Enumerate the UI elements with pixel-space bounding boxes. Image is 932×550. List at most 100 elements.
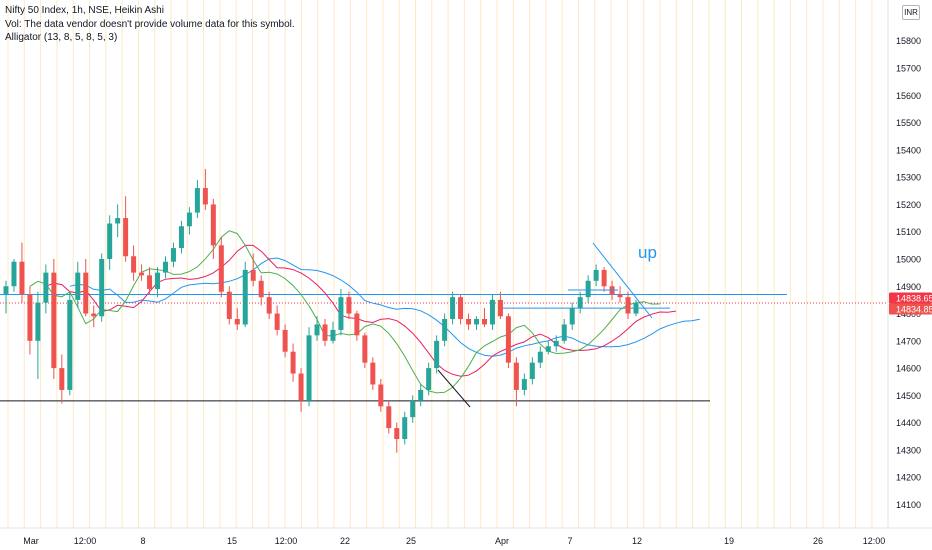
- candle[interactable]: [577, 291, 583, 314]
- candle[interactable]: [43, 264, 49, 314]
- candle[interactable]: [27, 286, 33, 355]
- candle[interactable]: [83, 258, 89, 317]
- candle[interactable]: [242, 261, 248, 328]
- candle[interactable]: [298, 368, 304, 412]
- candle[interactable]: [131, 245, 137, 281]
- candle[interactable]: [561, 318, 567, 344]
- candle[interactable]: [474, 316, 480, 330]
- candle[interactable]: [91, 305, 97, 328]
- candle[interactable]: [593, 264, 599, 287]
- candle[interactable]: [282, 324, 288, 358]
- trend-drawings[interactable]: [437, 242, 653, 408]
- time-axis[interactable]: Mar 12:00 8 15 12:00 22 25 Apr 7 12 19 26 12:00: [0, 527, 932, 546]
- candle[interactable]: [75, 261, 81, 309]
- candle[interactable]: [218, 237, 224, 298]
- candle[interactable]: [306, 327, 312, 407]
- candle[interactable]: [537, 346, 543, 369]
- candle[interactable]: [553, 335, 559, 352]
- candle[interactable]: [529, 357, 535, 385]
- candle[interactable]: [338, 288, 344, 336]
- candle[interactable]: [202, 168, 208, 210]
- candle[interactable]: [115, 204, 121, 238]
- candle[interactable]: [162, 256, 168, 279]
- candle[interactable]: [258, 275, 264, 306]
- price-label: 14838.65: [896, 294, 932, 304]
- candle[interactable]: [410, 395, 416, 423]
- currency-badge[interactable]: INR: [902, 5, 920, 20]
- candle[interactable]: [226, 286, 232, 325]
- candle[interactable]: [170, 242, 176, 268]
- candle[interactable]: [330, 321, 336, 344]
- candle[interactable]: [394, 422, 400, 453]
- candle[interactable]: [617, 286, 623, 303]
- candle[interactable]: [489, 294, 495, 330]
- candle[interactable]: [585, 275, 591, 303]
- candle[interactable]: [147, 267, 153, 295]
- candle[interactable]: [178, 220, 184, 254]
- candle[interactable]: [19, 242, 25, 303]
- candle[interactable]: [362, 332, 368, 369]
- candle[interactable]: [346, 291, 352, 319]
- candle[interactable]: [442, 313, 448, 347]
- candle[interactable]: [513, 357, 519, 407]
- candle[interactable]: [194, 179, 200, 219]
- candle[interactable]: [466, 313, 472, 330]
- candle[interactable]: [250, 253, 256, 287]
- candle[interactable]: [481, 308, 487, 328]
- candle[interactable]: [234, 308, 240, 330]
- candle[interactable]: [505, 313, 511, 369]
- candle[interactable]: [633, 299, 639, 317]
- candle[interactable]: [67, 291, 73, 396]
- candle[interactable]: [99, 253, 105, 322]
- candle[interactable]: [458, 294, 464, 325]
- symbol-title[interactable]: Nifty 50 Index, 1h, NSE, Heikin Ashi: [5, 5, 164, 16]
- candle[interactable]: [274, 305, 280, 336]
- candle[interactable]: [139, 264, 145, 281]
- candle[interactable]: [354, 310, 360, 341]
- candle[interactable]: [186, 207, 192, 235]
- candle[interactable]: [386, 400, 392, 434]
- alligator-teeth[interactable]: [45, 244, 676, 377]
- annotation-up[interactable]: up: [638, 243, 657, 262]
- candle[interactable]: [521, 373, 527, 396]
- candle[interactable]: [155, 267, 161, 298]
- candle[interactable]: [123, 196, 129, 262]
- price-axis[interactable]: 1410014200143001440014500146001470014800…: [887, 0, 932, 550]
- candle[interactable]: [601, 267, 607, 292]
- candle[interactable]: [450, 291, 456, 325]
- trend-line-wedge-top[interactable]: [592, 242, 653, 319]
- candle[interactable]: [370, 357, 376, 390]
- candle[interactable]: [266, 291, 272, 319]
- candle-body: [19, 261, 25, 295]
- candle[interactable]: [51, 258, 57, 380]
- candle[interactable]: [545, 340, 551, 355]
- time-tick-label: 15: [227, 536, 237, 546]
- trend-line-down[interactable]: [437, 369, 471, 408]
- candle[interactable]: [402, 411, 408, 445]
- candle[interactable]: [426, 362, 432, 396]
- alligator-label[interactable]: Alligator (13, 8, 5, 8, 5, 3): [5, 32, 118, 43]
- price-tick-label: 15700: [896, 64, 921, 74]
- candle-body: [521, 379, 527, 390]
- candle[interactable]: [625, 291, 631, 319]
- candle[interactable]: [107, 215, 113, 270]
- candle[interactable]: [322, 318, 328, 347]
- candle[interactable]: [11, 258, 17, 292]
- candle-body: [51, 272, 57, 369]
- price-tick-label: 15500: [896, 118, 921, 128]
- candles[interactable]: [3, 168, 639, 453]
- candle[interactable]: [378, 379, 384, 412]
- candle[interactable]: [3, 280, 9, 314]
- candle[interactable]: [314, 316, 320, 341]
- candle[interactable]: [290, 343, 296, 382]
- candle[interactable]: [434, 335, 440, 374]
- candle[interactable]: [210, 198, 216, 259]
- candle[interactable]: [59, 354, 65, 404]
- candle[interactable]: [35, 291, 41, 380]
- alligator-lips[interactable]: [29, 230, 660, 394]
- candle[interactable]: [497, 291, 503, 319]
- candle[interactable]: [569, 302, 575, 330]
- candle[interactable]: [418, 384, 424, 407]
- alligator-jaw[interactable]: [69, 257, 700, 357]
